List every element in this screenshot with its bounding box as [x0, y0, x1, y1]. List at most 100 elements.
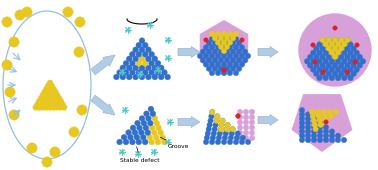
Circle shape — [152, 74, 158, 80]
Circle shape — [221, 70, 227, 76]
Circle shape — [323, 133, 329, 138]
Circle shape — [332, 37, 338, 43]
Circle shape — [49, 95, 55, 101]
Circle shape — [120, 74, 125, 80]
Circle shape — [323, 42, 328, 47]
Circle shape — [326, 37, 332, 43]
Circle shape — [218, 36, 224, 41]
Circle shape — [326, 38, 332, 43]
Circle shape — [227, 36, 233, 42]
Circle shape — [203, 53, 209, 59]
Circle shape — [212, 66, 218, 71]
Circle shape — [145, 130, 151, 135]
Circle shape — [351, 71, 356, 77]
Circle shape — [243, 109, 249, 115]
Circle shape — [345, 46, 350, 52]
Circle shape — [47, 104, 53, 110]
Circle shape — [323, 124, 329, 130]
Circle shape — [43, 86, 50, 92]
Circle shape — [153, 134, 159, 140]
Circle shape — [233, 36, 239, 42]
Circle shape — [146, 74, 151, 80]
Circle shape — [224, 40, 230, 46]
Circle shape — [144, 111, 149, 117]
Circle shape — [117, 70, 122, 75]
Circle shape — [69, 127, 79, 137]
Circle shape — [329, 41, 335, 47]
Circle shape — [239, 139, 245, 145]
Circle shape — [217, 131, 223, 136]
Circle shape — [354, 67, 359, 72]
Circle shape — [57, 98, 64, 104]
Circle shape — [74, 47, 84, 57]
Circle shape — [130, 51, 135, 57]
Circle shape — [9, 110, 19, 120]
Circle shape — [149, 61, 155, 66]
Circle shape — [345, 54, 350, 60]
Circle shape — [243, 130, 249, 135]
Circle shape — [209, 62, 215, 67]
Circle shape — [348, 42, 353, 47]
Circle shape — [210, 135, 215, 140]
Circle shape — [299, 137, 305, 143]
Circle shape — [143, 139, 148, 145]
Circle shape — [227, 45, 233, 50]
Circle shape — [221, 31, 227, 37]
Circle shape — [225, 122, 230, 128]
Circle shape — [133, 56, 138, 62]
Circle shape — [237, 130, 243, 135]
Circle shape — [228, 135, 234, 140]
Circle shape — [305, 112, 311, 117]
Circle shape — [207, 122, 212, 128]
Circle shape — [348, 58, 353, 64]
Circle shape — [209, 114, 214, 119]
Circle shape — [128, 134, 133, 140]
Circle shape — [42, 95, 48, 101]
Circle shape — [237, 135, 243, 141]
Circle shape — [332, 46, 338, 52]
Circle shape — [243, 114, 249, 120]
Circle shape — [209, 70, 215, 76]
Circle shape — [227, 31, 233, 37]
Circle shape — [360, 58, 366, 64]
Circle shape — [130, 125, 136, 131]
Circle shape — [345, 37, 350, 43]
Circle shape — [323, 129, 329, 134]
Circle shape — [338, 63, 344, 68]
Circle shape — [245, 139, 251, 145]
Circle shape — [237, 120, 243, 125]
Circle shape — [329, 50, 335, 55]
Circle shape — [307, 63, 313, 68]
Circle shape — [341, 41, 347, 47]
Circle shape — [335, 133, 341, 138]
Circle shape — [351, 54, 356, 60]
Circle shape — [47, 86, 53, 92]
Circle shape — [42, 89, 48, 95]
Circle shape — [221, 45, 227, 50]
Circle shape — [323, 137, 329, 143]
Circle shape — [224, 49, 230, 54]
Polygon shape — [258, 115, 278, 125]
Circle shape — [63, 7, 73, 17]
Circle shape — [299, 107, 305, 113]
Circle shape — [215, 70, 221, 76]
Circle shape — [215, 139, 221, 145]
Circle shape — [237, 114, 243, 120]
Circle shape — [215, 53, 221, 59]
Circle shape — [149, 125, 155, 131]
Circle shape — [133, 65, 138, 71]
Circle shape — [215, 31, 221, 37]
Circle shape — [149, 139, 155, 145]
Circle shape — [218, 49, 224, 54]
Circle shape — [117, 139, 122, 145]
Circle shape — [143, 125, 149, 131]
Circle shape — [299, 120, 305, 126]
Circle shape — [351, 46, 356, 52]
Circle shape — [50, 98, 57, 104]
Circle shape — [158, 74, 164, 80]
Circle shape — [45, 101, 51, 107]
Circle shape — [50, 86, 57, 92]
Circle shape — [239, 62, 245, 67]
Circle shape — [233, 53, 239, 59]
Circle shape — [236, 57, 242, 63]
